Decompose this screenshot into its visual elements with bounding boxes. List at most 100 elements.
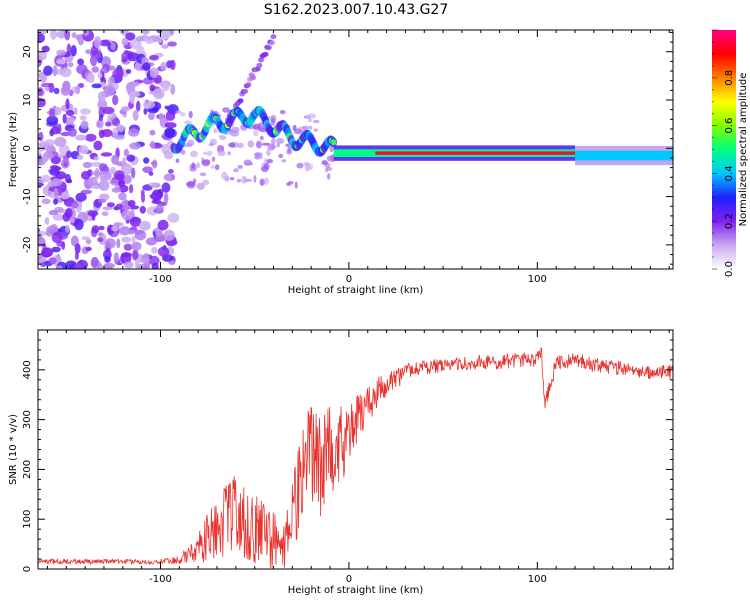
- noise-blob: [116, 238, 121, 249]
- colorbar-tick-label: 0.6: [724, 118, 735, 134]
- faint-blob: [285, 143, 290, 147]
- noise-blob: [129, 90, 141, 98]
- diagonal-blob: [262, 51, 269, 57]
- noise-blob: [53, 198, 58, 205]
- noise-blob: [101, 211, 109, 217]
- noise-blob: [121, 52, 129, 61]
- noise-blob: [170, 83, 176, 95]
- noise-blob: [78, 145, 89, 155]
- noise-blob: [63, 162, 68, 167]
- noise-blob: [110, 166, 116, 175]
- noise-blob: [132, 249, 139, 261]
- noise-blob: [152, 88, 165, 100]
- noise-blob: [128, 229, 136, 235]
- noise-blob: [60, 67, 72, 78]
- noise-blob: [68, 127, 77, 137]
- faint-blob: [266, 159, 273, 164]
- noise-blob: [41, 45, 50, 53]
- noise-blob: [97, 232, 104, 237]
- diagonal-blob: [242, 88, 249, 94]
- noise-blob: [143, 157, 150, 164]
- noise-blob: [99, 39, 111, 47]
- y-tick-label: 0: [22, 566, 33, 572]
- noise-blob: [132, 109, 139, 121]
- noise-blob: [150, 140, 155, 150]
- faint-blob: [278, 153, 284, 159]
- faint-blob: [312, 119, 320, 124]
- noise-blob: [113, 252, 119, 265]
- noise-blob: [129, 81, 140, 87]
- noise-blob: [77, 58, 85, 66]
- noise-blob: [55, 265, 63, 269]
- noise-blob: [67, 62, 74, 68]
- noise-blob: [164, 127, 176, 138]
- faint-blob: [218, 134, 224, 139]
- faint-blob: [227, 151, 232, 156]
- noise-blob: [60, 131, 71, 137]
- noise-blob: [64, 30, 71, 41]
- faint-blob: [180, 149, 186, 155]
- faint-blob: [228, 142, 236, 148]
- noise-blob: [41, 198, 51, 205]
- faint-blob: [192, 178, 197, 184]
- noise-blob: [98, 129, 105, 139]
- faint-blob: [286, 149, 293, 155]
- noise-blob: [60, 192, 70, 200]
- noise-blob: [41, 247, 54, 258]
- noise-blob: [76, 64, 88, 75]
- x-tick-label: 100: [528, 574, 547, 585]
- noise-blob: [125, 69, 132, 74]
- noise-blob: [117, 180, 126, 187]
- noise-blob: [62, 212, 71, 222]
- noise-blob: [142, 30, 150, 35]
- diagonal-blob: [269, 40, 275, 46]
- noise-blob: [97, 72, 103, 79]
- x-tick-label: 0: [346, 274, 352, 285]
- noise-blob: [121, 37, 129, 46]
- diagonal-blob: [258, 57, 264, 63]
- noise-blob: [85, 49, 92, 54]
- noise-blob: [48, 257, 57, 265]
- noise-blob: [143, 108, 148, 115]
- faint-blob: [202, 179, 210, 186]
- faint-blob: [271, 137, 276, 146]
- faint-blob: [196, 182, 205, 190]
- noise-blob: [80, 108, 91, 115]
- colorbar-tick-label: 0.8: [724, 70, 735, 86]
- y-tick-label: 400: [22, 360, 33, 379]
- noise-blob: [131, 241, 142, 251]
- noise-blob: [118, 192, 127, 201]
- faint-blob: [253, 152, 263, 157]
- noise-blob: [112, 94, 119, 106]
- faint-blob: [183, 143, 193, 148]
- y-tick-label: 20: [22, 45, 33, 58]
- noise-blob: [91, 66, 100, 73]
- noise-blob: [143, 100, 156, 109]
- faint-blob: [237, 142, 244, 149]
- faint-blob: [233, 168, 239, 173]
- noise-blob: [129, 142, 141, 150]
- noise-blob: [81, 236, 90, 241]
- snr-axes: -100 0 100 0 100 200 300 400 Height of straight …: [8, 329, 674, 596]
- noise-blob: [74, 218, 84, 231]
- faint-blob: [281, 159, 287, 163]
- noise-blob: [38, 50, 47, 61]
- noise-blob: [99, 170, 107, 182]
- noise-blob: [98, 225, 105, 231]
- noise-blob: [102, 106, 115, 115]
- faint-blob: [189, 150, 198, 158]
- noise-blob: [99, 90, 106, 103]
- noise-blob: [170, 174, 176, 181]
- faint-blob: [321, 160, 328, 166]
- faint-blob: [203, 151, 208, 155]
- y-tick-label: 100: [22, 510, 33, 529]
- x-tick-label: -100: [149, 274, 172, 285]
- noise-blob: [131, 235, 136, 244]
- noise-blob: [97, 237, 104, 243]
- noise-blob: [74, 243, 81, 254]
- noise-blob: [70, 45, 77, 57]
- y-tick-label: 300: [22, 410, 33, 429]
- faint-blob: [221, 171, 228, 180]
- faint-blob: [294, 181, 298, 189]
- noise-blob: [74, 251, 79, 260]
